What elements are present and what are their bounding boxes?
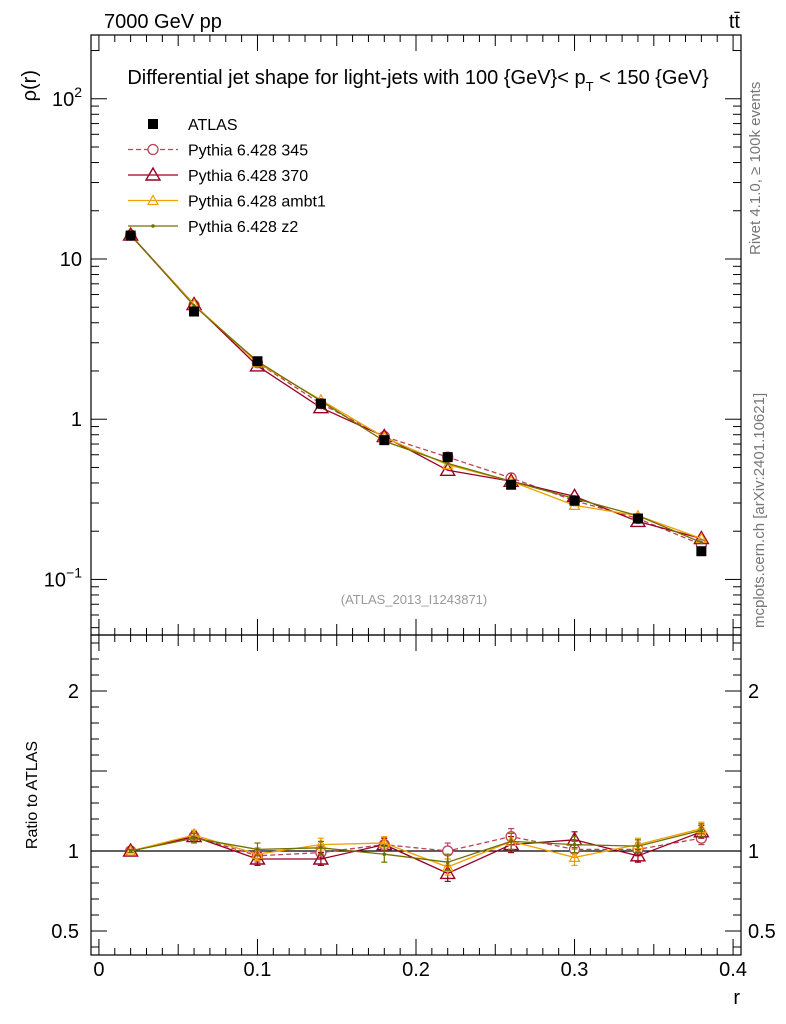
ratio-point-ambt1: [441, 860, 454, 872]
main-point-atlas: [252, 356, 263, 367]
chart-title-tail: < 150 {GeV}: [594, 67, 709, 89]
x-tick-label: 0.2: [402, 959, 430, 981]
ratio-y-tick-label-right: 2: [748, 681, 759, 703]
ratio-point-z2: [572, 842, 577, 847]
x-tick-label: 0.4: [719, 959, 747, 981]
ratio-point-z2: [636, 844, 640, 848]
legend-label-atlas: ATLAS: [188, 117, 238, 134]
legend-marker-ambt1: [146, 194, 160, 206]
legend-label-z2: Pythia 6.428 z2: [188, 219, 298, 236]
legend-label-p345: Pythia 6.428 345: [188, 143, 308, 160]
x-tick-label: 0: [93, 959, 104, 981]
x-tick-label: 0.1: [244, 959, 272, 981]
main-panel: 10−1 1 10 102 ρ(r) Differential jet shape f…: [19, 34, 742, 636]
ratio-point-p370: [312, 850, 330, 865]
chart-title: Differential jet shape for light-jets wi…: [127, 67, 709, 94]
ratio-frame: [90, 634, 742, 956]
main-y-tick-label: 102: [52, 84, 82, 111]
main-line-ambt1: [130, 235, 702, 540]
rivet-label: Rivet 4.1.0, ≥ 100k events: [747, 82, 764, 255]
x-tick-label: 0.3: [561, 959, 589, 981]
ratio-line-p345: [130, 835, 702, 857]
main-line-p345: [130, 234, 702, 546]
main-point-atlas: [442, 452, 453, 463]
ratio-series: [122, 821, 710, 883]
main-y-ticks: 10−1 1 10 102: [44, 50, 741, 629]
ratio-point-z2: [445, 860, 450, 864]
ratio-point-z2: [382, 852, 387, 856]
main-point-atlas: [315, 398, 326, 409]
main-y-axis-label: ρ(r): [19, 70, 41, 101]
x-axis-label: r: [733, 987, 740, 1009]
chart-title-subscript: T: [586, 79, 594, 94]
ratio-point-z2: [192, 836, 196, 840]
legend-marker-p370: [144, 166, 162, 181]
ratio-point-z2: [509, 839, 513, 844]
ratio-y-tick-label-left: 1: [68, 841, 79, 863]
ratio-point-z2: [128, 849, 133, 853]
main-point-atlas: [696, 546, 707, 557]
chart-title-main: Differential jet shape for light-jets wi…: [127, 67, 585, 89]
ratio-y-tick-label-left: 2: [68, 681, 79, 703]
ratio-y-tick-label-right: 1: [748, 841, 759, 863]
main-point-z2: [445, 461, 450, 466]
legend-marker-z2: [151, 224, 155, 228]
main-point-atlas: [569, 495, 580, 506]
ratio-point-ambt1: [568, 851, 581, 863]
main-y-tick-label: 1: [71, 409, 82, 431]
main-point-atlas: [632, 513, 643, 524]
ratio-point-z2: [319, 846, 323, 850]
ratio-point-z2: [699, 828, 704, 832]
ratio-y-tick-label-right: 0.5: [748, 921, 776, 943]
ratio-y-ticks: 0.5 0.5 1 1 2 2: [51, 642, 776, 948]
ratio-point-p370: [439, 865, 456, 880]
legend: ATLAS Pythia 6.428 345 Pythia 6.428 370 Pyt…: [128, 117, 326, 236]
main-point-atlas: [125, 230, 136, 241]
ratio-point-z2: [255, 847, 260, 852]
main-point-atlas: [379, 435, 390, 446]
main-point-z2: [699, 540, 704, 545]
ratio-point-ambt1: [251, 847, 264, 859]
analysis-id: (ATLAS_2013_I1243871): [341, 592, 487, 607]
ratio-point-p370: [629, 847, 647, 862]
ratio-y-tick-label-left: 0.5: [51, 921, 79, 943]
legend-label-p370: Pythia 6.428 370: [188, 168, 308, 185]
main-x-ticks: [98, 35, 734, 635]
ratio-x-ticks: 0 0.1 0.2 0.3 0.4: [93, 635, 747, 981]
ratio-line-p370: [130, 831, 702, 875]
mcplots-label: mcplots.cern.ch [arXiv:2401.10621]: [751, 393, 768, 628]
main-line-p370: [130, 234, 702, 540]
ratio-panel: 0.5 0.51 12 2 0 0.1 0.2 0.3 0.4 Ratio to ATLAS …: [24, 634, 776, 1009]
ratio-y-axis-label: Ratio to ATLAS: [24, 741, 41, 849]
energy-label: 7000 GeV pp: [104, 11, 222, 33]
main-y-tick-label: 10−1: [44, 564, 82, 591]
main-y-tick-label: 10: [60, 249, 82, 271]
main-point-atlas: [506, 479, 517, 490]
legend-marker-atlas: [148, 119, 158, 129]
main-series: [122, 226, 710, 557]
ratio-line-z2: [130, 829, 702, 863]
main-point-atlas: [189, 306, 200, 317]
main-line-z2: [130, 234, 702, 544]
process-label: tt̄: [729, 11, 741, 33]
ratio-line-ambt1: [130, 827, 702, 868]
legend-marker-p345: [147, 143, 159, 156]
legend-label-ambt1: Pythia 6.428 ambt1: [188, 194, 326, 211]
